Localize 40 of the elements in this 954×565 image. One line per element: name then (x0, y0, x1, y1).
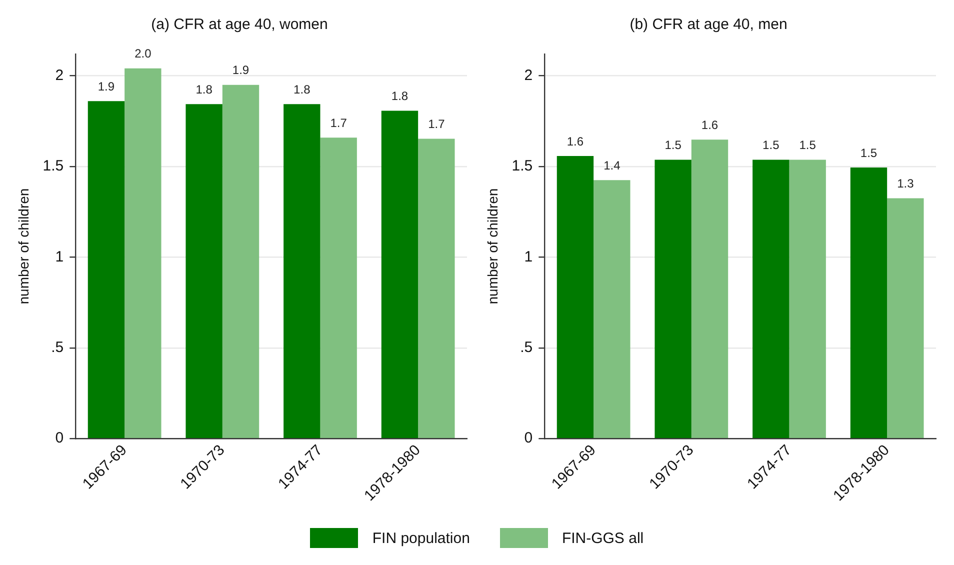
y-tick-label: 1.5 (512, 158, 533, 175)
y-tick-label: .5 (51, 338, 64, 356)
data-label: 1.9 (98, 79, 115, 94)
bar (691, 140, 728, 438)
data-label: 1.4 (604, 158, 621, 172)
bar (752, 160, 790, 438)
y-tick-label: 1.5 (42, 158, 64, 175)
data-label: 1.7 (330, 116, 348, 130)
data-label: 2.0 (134, 46, 152, 61)
data-label: 1.8 (391, 89, 408, 104)
data-label: 1.5 (799, 138, 816, 152)
bar (850, 168, 888, 438)
data-label: 1.9 (232, 63, 250, 78)
data-label: 1.7 (428, 117, 446, 132)
bar (594, 180, 630, 438)
y-tick-label: 1 (524, 248, 533, 266)
data-label: 1.5 (860, 146, 878, 160)
y-tick-label: 0 (55, 430, 64, 447)
y-tick-label: .5 (520, 338, 533, 356)
data-label: 1.8 (294, 82, 311, 96)
chart-title: (b) CFR at age 40, men (630, 16, 788, 34)
bar (556, 156, 594, 438)
y-tick-label: 0 (524, 430, 533, 447)
data-label: 1.5 (762, 138, 780, 152)
data-label: 1.3 (897, 176, 914, 191)
data-label: 1.6 (566, 134, 584, 148)
chart-title: (a) CFR at age 40, women (151, 16, 328, 34)
y-axis-title: number of children (484, 188, 500, 304)
bar (654, 160, 692, 438)
data-label: 1.6 (701, 118, 718, 132)
y-tick-label: 1 (55, 248, 64, 266)
bar (887, 198, 924, 438)
y-tick-label: 2 (524, 66, 533, 84)
y-axis-title: number of children (15, 188, 32, 304)
bar (789, 160, 826, 438)
data-label: 1.5 (664, 138, 682, 152)
legend-label: FIN population (372, 530, 470, 546)
legend-label: FIN-GGS all (562, 530, 644, 546)
y-tick-label: 2 (55, 66, 64, 84)
data-label: 1.8 (196, 82, 213, 96)
